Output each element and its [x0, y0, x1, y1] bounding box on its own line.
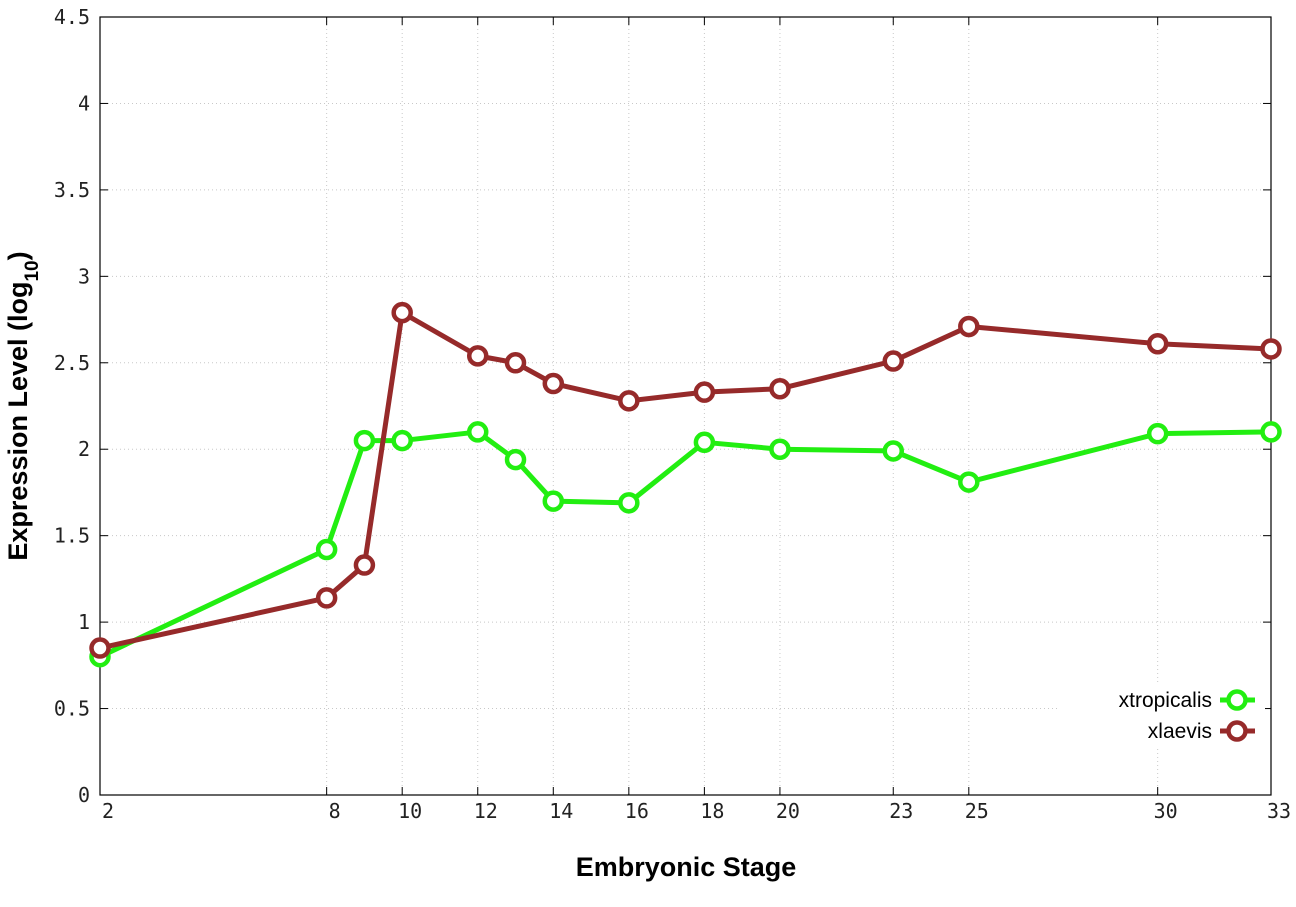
tick-layer: 2 8 10 12 14 16 18 20 23 25 30 33 0 0.5 1 1.5 2 2.5 3 3.5 4 4… [54, 5, 1291, 823]
data-point-xlaevis [769, 377, 791, 400]
plot-frame [99, 16, 1272, 796]
data-point-xtropicalis [353, 429, 376, 452]
x-tick-label: 25 [965, 799, 989, 823]
y-tick-label: 4.5 [54, 5, 90, 29]
y-tick-label: 1 [78, 610, 90, 634]
legend-marker-xtropicalis [1226, 689, 1248, 711]
x-tick-label: 14 [549, 799, 573, 823]
data-point-xlaevis [542, 372, 565, 395]
x-tick-label: 33 [1267, 799, 1291, 823]
x-axis-title: Embryonic Stage [576, 852, 797, 882]
y-tick-label: 3.5 [54, 178, 90, 202]
legend-marker-xlaevis [1226, 720, 1248, 742]
data-point-xlaevis [958, 315, 980, 338]
data-point-xlaevis [466, 345, 489, 367]
data-point-xlaevis [1260, 338, 1282, 360]
data-point-xlaevis [1146, 333, 1169, 355]
data-point-xlaevis [693, 381, 716, 403]
data-point-xlaevis [504, 352, 527, 374]
data-point-xlaevis [391, 301, 413, 324]
data-point-xtropicalis [1260, 421, 1282, 443]
data-point-xtropicalis [391, 429, 413, 452]
data-point-xtropicalis [958, 471, 980, 493]
y-tick-label: 4 [78, 91, 90, 115]
data-point-xlaevis [618, 390, 640, 412]
data-point-xlaevis [353, 554, 376, 576]
series-layer [89, 301, 1282, 668]
legend: xtropicalis xlaevis [1060, 684, 1265, 748]
x-tick-label: 8 [329, 799, 341, 823]
y-tick-label: 1.5 [54, 524, 90, 548]
y-tick-label: 2.5 [54, 351, 90, 375]
y-axis-title: Expression Level (log10) [3, 251, 43, 560]
y-tick-label: 0 [78, 783, 90, 807]
x-tick-label: 20 [776, 799, 800, 823]
y-tick-label: 2 [78, 437, 90, 461]
data-point-xlaevis [315, 587, 338, 609]
x-tick-label: 2 [102, 799, 114, 823]
series-line-xtropicalis [98, 429, 1272, 659]
x-tick-label: 30 [1154, 799, 1178, 823]
x-tick-label: 12 [474, 799, 498, 823]
legend-label-xtropicalis: xtropicalis [1119, 689, 1212, 712]
x-tick-label: 16 [625, 799, 649, 823]
x-tick-label: 10 [398, 799, 422, 823]
data-point-xlaevis [89, 637, 111, 659]
legend-swatches [1220, 689, 1255, 742]
data-point-xtropicalis [504, 448, 527, 471]
data-point-xlaevis [882, 350, 905, 372]
y-tick-label: 0.5 [54, 697, 90, 721]
data-point-xtropicalis [618, 492, 640, 514]
data-point-xtropicalis [542, 490, 565, 512]
data-point-xtropicalis [882, 440, 905, 462]
data-point-xtropicalis [1146, 422, 1169, 445]
data-point-xtropicalis [693, 431, 716, 454]
data-point-xtropicalis [769, 438, 791, 460]
x-tick-label: 23 [889, 799, 913, 823]
y-tick-label: 3 [78, 264, 90, 288]
legend-label-xlaevis: xlaevis [1148, 720, 1212, 743]
x-tick-label: 18 [700, 799, 724, 823]
series-line-xlaevis [99, 310, 1272, 651]
data-point-xtropicalis [315, 538, 338, 561]
data-point-xtropicalis [466, 421, 489, 443]
grid-layer [99, 16, 1272, 796]
